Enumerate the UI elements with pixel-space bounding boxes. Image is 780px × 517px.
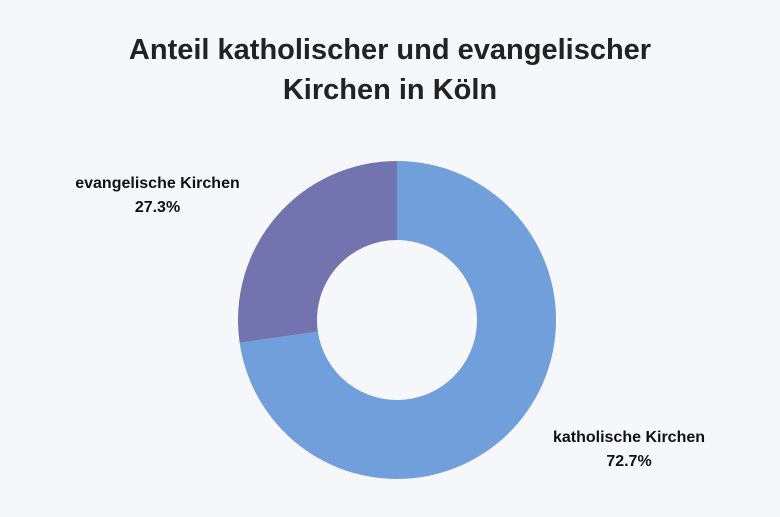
slice-label-evangelische-name: evangelische Kirchen xyxy=(75,175,240,192)
slice-label-evangelische: evangelische Kirchen 27.3% xyxy=(55,172,260,220)
slice-evangelische xyxy=(237,161,397,343)
slice-label-evangelische-value: 27.3% xyxy=(134,199,181,216)
chart-title-line-1: Anteil katholischer und evangelischer xyxy=(128,34,652,66)
chart-title-line-2: Kirchen in Köln xyxy=(282,74,498,106)
slice-label-katholische-value: 72.7% xyxy=(606,453,652,470)
chart-title: Anteil katholischer und evangelischer Ki… xyxy=(0,30,780,110)
slice-katholische xyxy=(239,161,556,480)
slice-label-katholische-name: katholische Kirchen xyxy=(552,429,706,446)
slice-label-katholische: katholische Kirchen 72.7% xyxy=(534,426,724,474)
